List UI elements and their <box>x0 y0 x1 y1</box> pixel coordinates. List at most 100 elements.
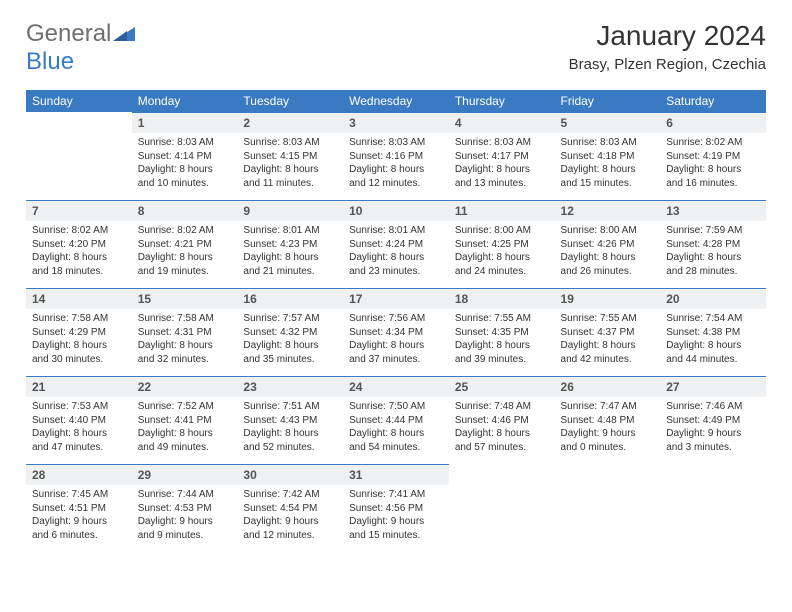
day-info: Sunrise: 8:02 AMSunset: 4:20 PMDaylight:… <box>26 221 132 284</box>
calendar-day-cell: 10Sunrise: 8:01 AMSunset: 4:24 PMDayligh… <box>343 200 449 288</box>
day-info: Sunrise: 8:02 AMSunset: 4:21 PMDaylight:… <box>132 221 238 284</box>
location-subtitle: Brasy, Plzen Region, Czechia <box>569 56 766 73</box>
day-number: 11 <box>449 200 555 221</box>
calendar-day-cell: 31Sunrise: 7:41 AMSunset: 4:56 PMDayligh… <box>343 464 449 552</box>
day-number: 28 <box>26 464 132 485</box>
day-info: Sunrise: 7:51 AMSunset: 4:43 PMDaylight:… <box>237 397 343 460</box>
day-number: 30 <box>237 464 343 485</box>
day-info: Sunrise: 7:42 AMSunset: 4:54 PMDaylight:… <box>237 485 343 548</box>
day-info: Sunrise: 7:58 AMSunset: 4:31 PMDaylight:… <box>132 309 238 372</box>
calendar-day-cell: 30Sunrise: 7:42 AMSunset: 4:54 PMDayligh… <box>237 464 343 552</box>
day-info: Sunrise: 7:41 AMSunset: 4:56 PMDaylight:… <box>343 485 449 548</box>
day-info: Sunrise: 7:45 AMSunset: 4:51 PMDaylight:… <box>26 485 132 548</box>
title-block: January 2024 Brasy, Plzen Region, Czechi… <box>569 20 766 73</box>
day-number: 6 <box>660 112 766 133</box>
day-header: Thursday <box>449 90 555 112</box>
day-info: Sunrise: 7:57 AMSunset: 4:32 PMDaylight:… <box>237 309 343 372</box>
month-title: January 2024 <box>569 20 766 52</box>
calendar-day-cell: 18Sunrise: 7:55 AMSunset: 4:35 PMDayligh… <box>449 288 555 376</box>
day-header: Tuesday <box>237 90 343 112</box>
day-header: Monday <box>132 90 238 112</box>
calendar-day-cell: 11Sunrise: 8:00 AMSunset: 4:25 PMDayligh… <box>449 200 555 288</box>
calendar-day-cell: 22Sunrise: 7:52 AMSunset: 4:41 PMDayligh… <box>132 376 238 464</box>
day-info: Sunrise: 7:54 AMSunset: 4:38 PMDaylight:… <box>660 309 766 372</box>
day-info: Sunrise: 8:01 AMSunset: 4:24 PMDaylight:… <box>343 221 449 284</box>
calendar-day-cell: 19Sunrise: 7:55 AMSunset: 4:37 PMDayligh… <box>555 288 661 376</box>
calendar-empty-cell <box>26 112 132 200</box>
calendar-body: 1Sunrise: 8:03 AMSunset: 4:14 PMDaylight… <box>26 112 766 552</box>
day-number: 12 <box>555 200 661 221</box>
day-header: Saturday <box>660 90 766 112</box>
calendar-day-cell: 13Sunrise: 7:59 AMSunset: 4:28 PMDayligh… <box>660 200 766 288</box>
calendar-day-cell: 5Sunrise: 8:03 AMSunset: 4:18 PMDaylight… <box>555 112 661 200</box>
day-number: 31 <box>343 464 449 485</box>
day-number: 25 <box>449 376 555 397</box>
calendar-day-cell: 28Sunrise: 7:45 AMSunset: 4:51 PMDayligh… <box>26 464 132 552</box>
calendar-day-cell: 26Sunrise: 7:47 AMSunset: 4:48 PMDayligh… <box>555 376 661 464</box>
day-number: 22 <box>132 376 238 397</box>
calendar-table: SundayMondayTuesdayWednesdayThursdayFrid… <box>26 90 766 552</box>
day-info: Sunrise: 8:03 AMSunset: 4:16 PMDaylight:… <box>343 133 449 196</box>
day-number: 8 <box>132 200 238 221</box>
day-number: 26 <box>555 376 661 397</box>
day-info: Sunrise: 8:02 AMSunset: 4:19 PMDaylight:… <box>660 133 766 196</box>
day-number: 20 <box>660 288 766 309</box>
day-header: Sunday <box>26 90 132 112</box>
calendar-empty-cell <box>660 464 766 552</box>
logo: General Blue <box>26 20 135 76</box>
calendar-week-row: 28Sunrise: 7:45 AMSunset: 4:51 PMDayligh… <box>26 464 766 552</box>
day-info: Sunrise: 7:56 AMSunset: 4:34 PMDaylight:… <box>343 309 449 372</box>
day-number: 2 <box>237 112 343 133</box>
calendar-week-row: 14Sunrise: 7:58 AMSunset: 4:29 PMDayligh… <box>26 288 766 376</box>
day-header: Wednesday <box>343 90 449 112</box>
day-number: 16 <box>237 288 343 309</box>
day-info: Sunrise: 8:00 AMSunset: 4:26 PMDaylight:… <box>555 221 661 284</box>
logo-text-general: General <box>26 20 111 47</box>
day-info: Sunrise: 7:46 AMSunset: 4:49 PMDaylight:… <box>660 397 766 460</box>
day-info: Sunrise: 7:44 AMSunset: 4:53 PMDaylight:… <box>132 485 238 548</box>
day-info: Sunrise: 7:48 AMSunset: 4:46 PMDaylight:… <box>449 397 555 460</box>
day-info: Sunrise: 8:03 AMSunset: 4:14 PMDaylight:… <box>132 133 238 196</box>
day-info: Sunrise: 7:50 AMSunset: 4:44 PMDaylight:… <box>343 397 449 460</box>
day-info: Sunrise: 8:00 AMSunset: 4:25 PMDaylight:… <box>449 221 555 284</box>
day-number: 23 <box>237 376 343 397</box>
calendar-day-cell: 1Sunrise: 8:03 AMSunset: 4:14 PMDaylight… <box>132 112 238 200</box>
calendar-day-cell: 12Sunrise: 8:00 AMSunset: 4:26 PMDayligh… <box>555 200 661 288</box>
day-number: 27 <box>660 376 766 397</box>
day-info: Sunrise: 7:47 AMSunset: 4:48 PMDaylight:… <box>555 397 661 460</box>
logo-triangle-icon <box>113 20 135 48</box>
day-number: 29 <box>132 464 238 485</box>
calendar-week-row: 21Sunrise: 7:53 AMSunset: 4:40 PMDayligh… <box>26 376 766 464</box>
day-number: 1 <box>132 112 238 133</box>
calendar-day-cell: 20Sunrise: 7:54 AMSunset: 4:38 PMDayligh… <box>660 288 766 376</box>
day-number: 24 <box>343 376 449 397</box>
day-info: Sunrise: 7:59 AMSunset: 4:28 PMDaylight:… <box>660 221 766 284</box>
calendar-empty-cell <box>449 464 555 552</box>
day-number: 15 <box>132 288 238 309</box>
day-info: Sunrise: 7:58 AMSunset: 4:29 PMDaylight:… <box>26 309 132 372</box>
day-info: Sunrise: 8:03 AMSunset: 4:17 PMDaylight:… <box>449 133 555 196</box>
calendar-day-cell: 24Sunrise: 7:50 AMSunset: 4:44 PMDayligh… <box>343 376 449 464</box>
day-number: 9 <box>237 200 343 221</box>
calendar-day-cell: 4Sunrise: 8:03 AMSunset: 4:17 PMDaylight… <box>449 112 555 200</box>
calendar-day-cell: 14Sunrise: 7:58 AMSunset: 4:29 PMDayligh… <box>26 288 132 376</box>
calendar-day-cell: 25Sunrise: 7:48 AMSunset: 4:46 PMDayligh… <box>449 376 555 464</box>
calendar-day-cell: 2Sunrise: 8:03 AMSunset: 4:15 PMDaylight… <box>237 112 343 200</box>
day-number: 13 <box>660 200 766 221</box>
day-number: 5 <box>555 112 661 133</box>
day-number: 17 <box>343 288 449 309</box>
header-bar: General Blue January 2024 Brasy, Plzen R… <box>26 20 766 76</box>
day-info: Sunrise: 7:55 AMSunset: 4:37 PMDaylight:… <box>555 309 661 372</box>
calendar-week-row: 7Sunrise: 8:02 AMSunset: 4:20 PMDaylight… <box>26 200 766 288</box>
day-info: Sunrise: 8:01 AMSunset: 4:23 PMDaylight:… <box>237 221 343 284</box>
calendar-day-cell: 9Sunrise: 8:01 AMSunset: 4:23 PMDaylight… <box>237 200 343 288</box>
calendar-day-cell: 8Sunrise: 8:02 AMSunset: 4:21 PMDaylight… <box>132 200 238 288</box>
day-header-row: SundayMondayTuesdayWednesdayThursdayFrid… <box>26 90 766 112</box>
day-info: Sunrise: 8:03 AMSunset: 4:18 PMDaylight:… <box>555 133 661 196</box>
calendar-day-cell: 6Sunrise: 8:02 AMSunset: 4:19 PMDaylight… <box>660 112 766 200</box>
day-number: 3 <box>343 112 449 133</box>
calendar-day-cell: 7Sunrise: 8:02 AMSunset: 4:20 PMDaylight… <box>26 200 132 288</box>
day-info: Sunrise: 7:53 AMSunset: 4:40 PMDaylight:… <box>26 397 132 460</box>
day-info: Sunrise: 8:03 AMSunset: 4:15 PMDaylight:… <box>237 133 343 196</box>
day-number: 4 <box>449 112 555 133</box>
